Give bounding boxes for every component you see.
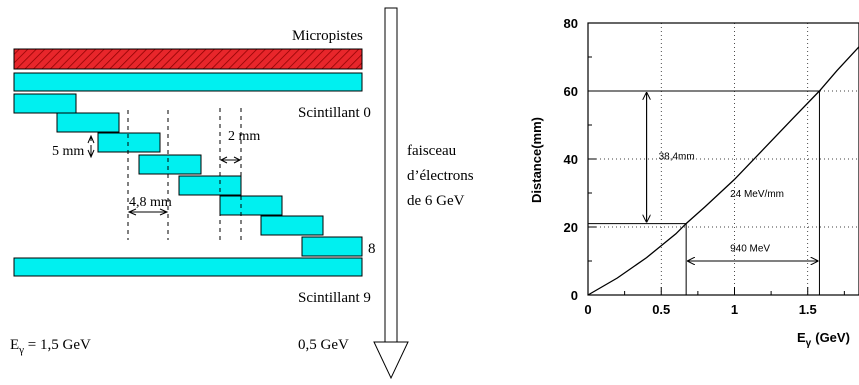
dim-2mm-label: 2 mm xyxy=(228,129,260,144)
staggered-scintillators xyxy=(13,93,363,257)
x-axis-label: Eγ (GeV) xyxy=(797,330,850,349)
scint-bar-8 xyxy=(301,236,363,257)
dimension-2mm: 2 mm xyxy=(219,108,260,240)
scint0-label: Scintillant 0 xyxy=(298,105,371,121)
scint-bar-5 xyxy=(178,175,242,196)
chart-annotations: 38,4mm 24 MeV/mm 940 MeV xyxy=(588,90,820,295)
dimension-5mm: 5 mm xyxy=(52,134,95,159)
slope-label: 24 MeV/mm xyxy=(730,189,784,200)
distance-energy-chart: 0 20 40 60 80 0 0.5 1 1.5 38,4mm 24 MeV/mm 940 Me… xyxy=(529,16,859,349)
scint8-label: 8 xyxy=(368,241,376,257)
y-tick-labels: 0 20 40 60 80 xyxy=(564,16,578,303)
x-tick-labels: 0 0.5 1 1.5 xyxy=(584,302,816,317)
x-tick-label: 1 xyxy=(731,302,738,317)
dim-5mm-label: 5 mm xyxy=(52,144,84,159)
scint-bar-3 xyxy=(97,132,161,153)
width-label: 940 MeV xyxy=(730,243,770,254)
scint-bar-6 xyxy=(219,195,283,216)
x-tick-label: 1.5 xyxy=(799,302,817,317)
y-tick-label: 80 xyxy=(564,16,578,31)
scint-bar-2 xyxy=(56,112,120,133)
electron-beam-arrow xyxy=(373,7,409,380)
beam-label-3: de 6 GeV xyxy=(407,193,465,209)
energy-low-label: 0,5 GeV xyxy=(298,337,349,353)
scint-bar-7 xyxy=(260,215,324,236)
x-tick-label: 0.5 xyxy=(652,302,670,317)
beam-label-1: faisceau xyxy=(407,143,457,159)
detector-schematic: Micropistes Scintillant 0 8 Scintillant … xyxy=(10,7,474,380)
y-tick-label: 60 xyxy=(564,84,578,99)
scint-bar-1 xyxy=(13,93,77,114)
distance-curve xyxy=(587,46,859,296)
y-tick-label: 0 xyxy=(571,288,578,303)
plot-frame xyxy=(587,22,859,296)
dim-4-8mm-label: 4,8 mm xyxy=(129,195,172,210)
y-axis-label: Distance(mm) xyxy=(529,117,544,203)
scint-bar-4 xyxy=(138,154,202,175)
microstrips-label: Micropistes xyxy=(292,28,363,44)
x-tick-label: 0 xyxy=(584,302,591,317)
y-tick-label: 20 xyxy=(564,220,578,235)
span-label: 38,4mm xyxy=(659,152,695,163)
chart-grid xyxy=(587,22,859,296)
scintillator-0 xyxy=(13,72,363,92)
scintillator-9 xyxy=(13,257,363,277)
egamma-label: Eγ = 1,5 GeV xyxy=(10,337,91,356)
microstrip-plane xyxy=(13,48,363,70)
y-tick-label: 40 xyxy=(564,152,578,167)
scint9-label: Scintillant 9 xyxy=(298,290,371,306)
beam-label-2: d’électrons xyxy=(407,168,474,184)
dimension-4-8mm: 4,8 mm xyxy=(127,110,172,240)
